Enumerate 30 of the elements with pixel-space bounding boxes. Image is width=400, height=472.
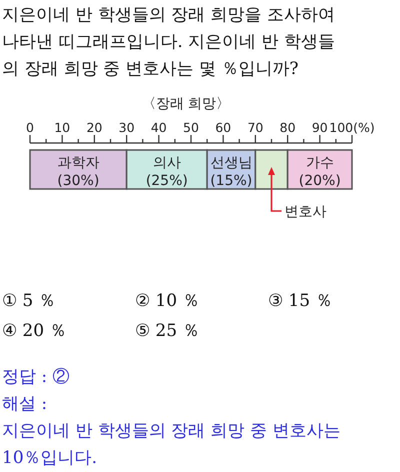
x-tick-label: 0 bbox=[26, 120, 34, 135]
text: 해설 : bbox=[2, 394, 48, 414]
data-label: (25%) bbox=[146, 173, 188, 189]
text: ③ 15 ％ bbox=[268, 291, 332, 311]
text: 정답 : ② bbox=[2, 367, 70, 387]
x-tick-label: 30 bbox=[118, 120, 135, 135]
text: ⑤ 25 ％ bbox=[135, 321, 200, 341]
text: ④ 20 ％ bbox=[2, 321, 66, 341]
x-tick-label: 80 bbox=[280, 120, 296, 135]
data-label: (30%) bbox=[57, 173, 100, 189]
x-tick-label: 20 bbox=[86, 120, 102, 135]
x-tick-label: 60 bbox=[215, 120, 232, 135]
x-tick-label: 90 bbox=[312, 120, 328, 135]
data-label: (20%) bbox=[298, 173, 341, 189]
x-tick-label: 50 bbox=[183, 120, 199, 135]
text: 지은이네 반 학생들의 장래 희망 중 변호사는 10％입니다. bbox=[2, 421, 340, 468]
chart-title: 〈장래 희망〉 bbox=[142, 96, 230, 112]
text: ① 5 ％ bbox=[2, 291, 56, 311]
series-label: 의사 bbox=[152, 155, 181, 171]
series-label: 변호사 bbox=[284, 204, 326, 220]
x-tick-label: 100(%) bbox=[329, 120, 375, 135]
series-label: 가수 bbox=[306, 155, 334, 171]
x-tick-label: 70 bbox=[247, 120, 264, 135]
series-label: 선생님 bbox=[210, 155, 252, 171]
text: 지은이네 반 학생들의 장래 희망을 조사하여 나타낸 띠그래프입니다. 지은이네 반 학생들의 장래 희망 중 변호사는 몇 ％입니까? bbox=[2, 5, 336, 79]
x-tick-label: 40 bbox=[150, 120, 167, 135]
series-label: 과학자 bbox=[57, 155, 100, 171]
text: ② 10 ％ bbox=[135, 291, 200, 311]
data-label: (15%) bbox=[210, 173, 252, 189]
x-tick-label: 10 bbox=[54, 120, 70, 135]
